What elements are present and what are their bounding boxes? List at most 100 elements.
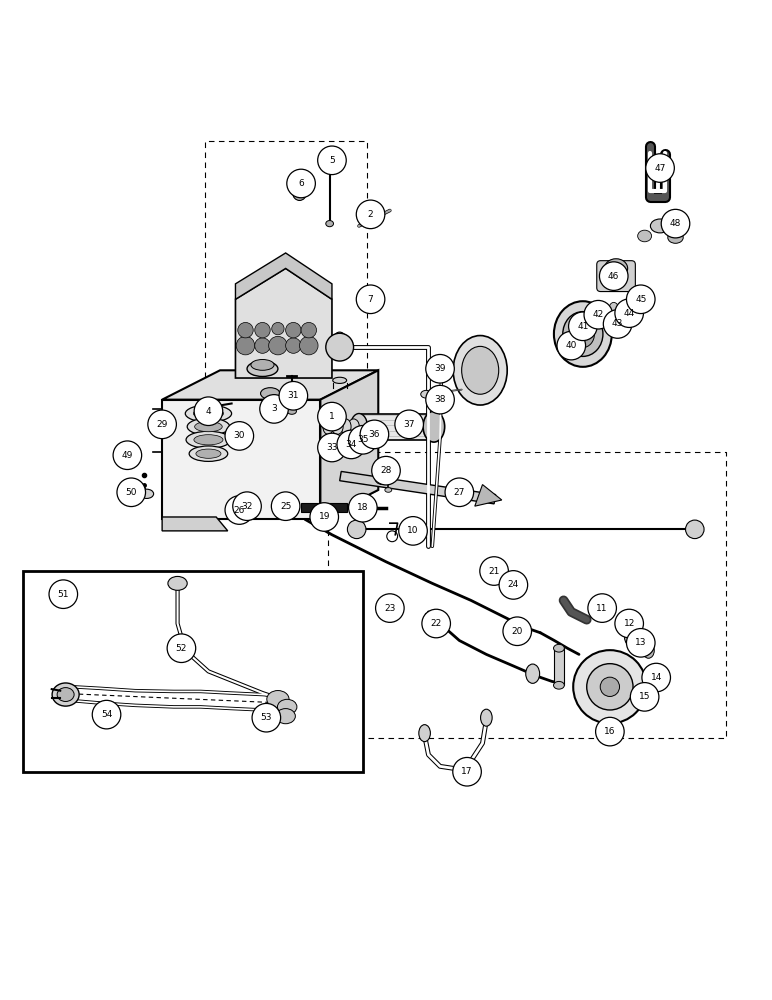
Text: 28: 28 xyxy=(381,466,391,475)
Circle shape xyxy=(627,285,655,314)
Bar xyxy=(382,600,401,608)
Ellipse shape xyxy=(643,643,655,658)
Text: 37: 37 xyxy=(404,420,415,429)
Ellipse shape xyxy=(350,414,367,440)
Ellipse shape xyxy=(650,219,669,233)
Ellipse shape xyxy=(185,405,232,422)
Text: 19: 19 xyxy=(319,512,330,521)
Text: 22: 22 xyxy=(431,619,442,628)
Text: 40: 40 xyxy=(566,341,577,350)
Circle shape xyxy=(349,426,377,454)
Text: 35: 35 xyxy=(357,435,368,444)
Circle shape xyxy=(361,420,389,449)
Text: 36: 36 xyxy=(369,430,380,439)
Polygon shape xyxy=(320,370,378,519)
Ellipse shape xyxy=(267,691,289,708)
Ellipse shape xyxy=(52,683,80,706)
Ellipse shape xyxy=(186,431,231,448)
Circle shape xyxy=(326,333,354,361)
Circle shape xyxy=(49,580,78,608)
Circle shape xyxy=(596,717,625,746)
Ellipse shape xyxy=(277,699,297,714)
Circle shape xyxy=(627,629,655,657)
Bar xyxy=(354,503,363,512)
Text: 16: 16 xyxy=(604,727,615,736)
Polygon shape xyxy=(235,268,332,378)
Text: 15: 15 xyxy=(639,692,650,701)
Circle shape xyxy=(645,154,675,182)
Polygon shape xyxy=(554,648,564,685)
Circle shape xyxy=(225,422,253,450)
Circle shape xyxy=(318,402,346,431)
Circle shape xyxy=(259,395,289,423)
Text: 44: 44 xyxy=(624,309,635,318)
Polygon shape xyxy=(162,400,320,519)
Text: 38: 38 xyxy=(435,395,445,404)
Text: 32: 32 xyxy=(242,502,252,511)
Text: 17: 17 xyxy=(462,767,472,776)
Ellipse shape xyxy=(276,709,296,724)
Text: 53: 53 xyxy=(261,713,272,722)
Circle shape xyxy=(568,312,598,341)
Polygon shape xyxy=(162,517,228,531)
Ellipse shape xyxy=(340,419,351,434)
Circle shape xyxy=(357,285,385,314)
Ellipse shape xyxy=(625,629,638,646)
Circle shape xyxy=(661,209,690,238)
Text: 49: 49 xyxy=(122,451,133,460)
Circle shape xyxy=(337,430,366,459)
Text: 34: 34 xyxy=(346,440,357,449)
Ellipse shape xyxy=(571,321,594,348)
Circle shape xyxy=(374,469,390,485)
Text: 12: 12 xyxy=(624,619,635,628)
Ellipse shape xyxy=(628,301,640,316)
Ellipse shape xyxy=(554,301,612,367)
Circle shape xyxy=(167,634,196,663)
Text: 30: 30 xyxy=(234,431,245,440)
Ellipse shape xyxy=(196,449,221,458)
Circle shape xyxy=(642,663,670,692)
Circle shape xyxy=(584,300,613,329)
Circle shape xyxy=(615,299,644,327)
Text: 39: 39 xyxy=(435,364,445,373)
Ellipse shape xyxy=(189,446,228,461)
Circle shape xyxy=(236,336,255,355)
Ellipse shape xyxy=(247,361,278,376)
Text: 42: 42 xyxy=(593,310,604,319)
Ellipse shape xyxy=(194,435,223,445)
Bar xyxy=(23,571,363,772)
FancyBboxPatch shape xyxy=(597,261,635,292)
Circle shape xyxy=(113,441,142,470)
Text: 6: 6 xyxy=(298,179,304,188)
Text: 50: 50 xyxy=(126,488,137,497)
Circle shape xyxy=(201,402,213,414)
Text: 31: 31 xyxy=(288,391,299,400)
Ellipse shape xyxy=(619,308,629,322)
Text: 23: 23 xyxy=(384,604,395,613)
Polygon shape xyxy=(475,485,502,506)
Text: 33: 33 xyxy=(327,443,337,452)
Text: 21: 21 xyxy=(489,567,499,576)
Polygon shape xyxy=(235,253,332,299)
Circle shape xyxy=(588,594,616,622)
Circle shape xyxy=(318,146,346,175)
Circle shape xyxy=(93,700,121,729)
Circle shape xyxy=(310,503,338,531)
Ellipse shape xyxy=(462,346,499,394)
Circle shape xyxy=(376,594,405,622)
Text: 54: 54 xyxy=(101,710,112,719)
Ellipse shape xyxy=(326,221,334,227)
Ellipse shape xyxy=(563,312,603,356)
Circle shape xyxy=(452,757,482,786)
Circle shape xyxy=(233,492,261,520)
Circle shape xyxy=(301,322,317,338)
Text: 45: 45 xyxy=(635,295,646,304)
Text: 52: 52 xyxy=(176,644,187,653)
Ellipse shape xyxy=(333,377,347,383)
Ellipse shape xyxy=(251,359,274,370)
Polygon shape xyxy=(359,414,432,440)
Ellipse shape xyxy=(453,336,507,405)
Ellipse shape xyxy=(554,644,564,652)
Circle shape xyxy=(399,517,428,545)
Ellipse shape xyxy=(293,185,306,200)
